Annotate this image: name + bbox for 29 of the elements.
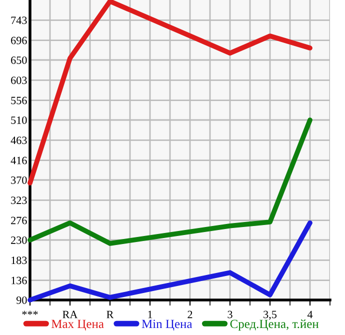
y-tick-label: 183 xyxy=(12,256,27,264)
legend-label: Max Цена xyxy=(52,320,104,331)
line-series xyxy=(28,220,312,302)
y-tick-label: 136 xyxy=(12,276,27,284)
x-tick-label: 2 xyxy=(188,310,192,318)
x-tick-label: 1 xyxy=(148,310,152,318)
y-tick-label: 323 xyxy=(11,196,27,204)
y-tick-label: 463 xyxy=(10,136,27,144)
x-tick-label: 3 xyxy=(228,310,232,318)
x-tick-label: *** xyxy=(22,310,38,315)
x-tick-label: R xyxy=(106,310,114,318)
x-tick-label: 4 xyxy=(307,310,313,318)
y-tick-label: 510 xyxy=(11,116,27,124)
y-tick-label: 370 xyxy=(11,176,27,184)
x-tick-label: 3,5 xyxy=(264,310,277,320)
x-tick-label: RA xyxy=(62,310,78,318)
y-tick-label: 230 xyxy=(11,236,27,244)
y-tick-label: 90 xyxy=(16,296,27,304)
line-series xyxy=(28,0,312,186)
y-tick-label: 650 xyxy=(11,56,27,64)
legend-label: Min Цена xyxy=(142,320,192,331)
y-tick-label: 603 xyxy=(11,76,27,84)
y-tick-label: 556 xyxy=(11,96,27,104)
y-tick-label: 416 xyxy=(10,156,27,164)
line-series xyxy=(28,118,312,246)
y-tick-label: 743 xyxy=(11,16,27,24)
y-tick-label: 276 xyxy=(11,216,27,224)
legend-label: Сред.Цена, т.йен xyxy=(230,319,319,331)
y-tick-label: 696 xyxy=(11,36,27,44)
